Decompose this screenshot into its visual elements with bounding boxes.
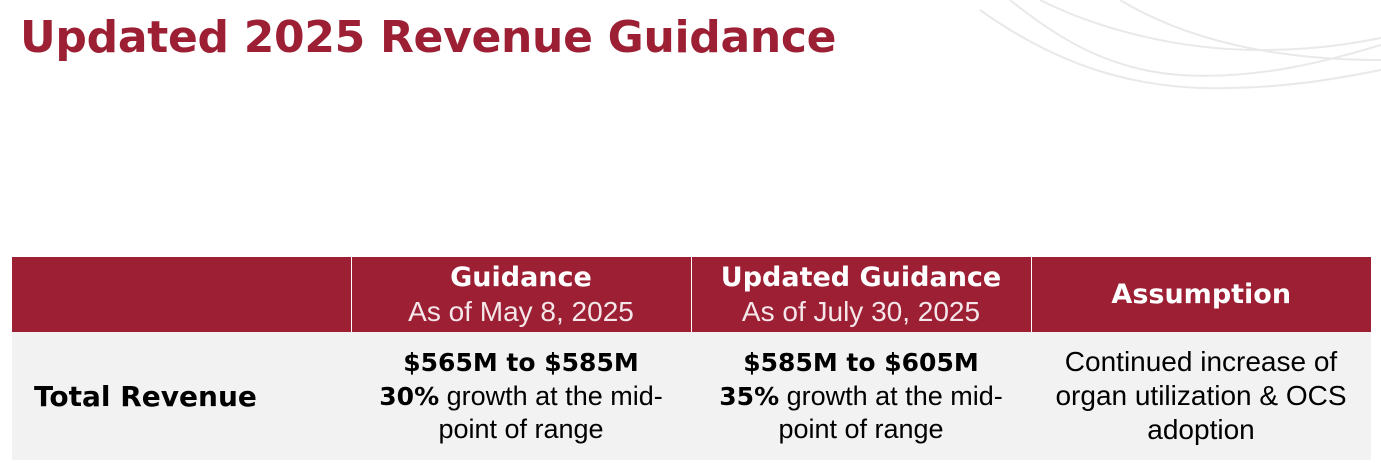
header-updated-guidance-title: Updated Guidance	[720, 261, 1002, 293]
updated-guidance-cell: $585M to $605M 35% growth at the mid-poi…	[691, 332, 1031, 460]
revenue-guidance-table: Guidance As of May 8, 2025 Updated Guida…	[12, 257, 1371, 460]
updated-guidance-growth: 35% growth at the mid-point of range	[699, 380, 1023, 446]
assumption-text: Continued increase of organ utilization …	[1055, 346, 1347, 445]
header-updated-guidance-date: As of July 30, 2025	[741, 295, 981, 327]
header-guidance: Guidance As of May 8, 2025	[350, 257, 691, 332]
table-row: Total Revenue $565M to $585M 30% growth …	[12, 332, 1371, 460]
header-assumption: Assumption	[1030, 257, 1371, 332]
guidance-cell: $565M to $585M 30% growth at the mid-poi…	[351, 332, 691, 460]
guidance-growth-text: growth at the mid-point of range	[438, 381, 663, 444]
updated-guidance-range: $585M to $605M	[743, 348, 979, 377]
guidance-range: $565M to $585M	[403, 348, 639, 377]
page-title: Updated 2025 Revenue Guidance	[20, 12, 837, 63]
updated-guidance-growth-percent: 35%	[719, 382, 780, 411]
assumption-cell: Continued increase of organ utilization …	[1031, 332, 1371, 460]
header-updated-guidance: Updated Guidance As of July 30, 2025	[690, 257, 1031, 332]
header-assumption-title: Assumption	[1111, 278, 1292, 310]
header-blank-cell	[12, 257, 351, 332]
header-guidance-date: As of May 8, 2025	[408, 295, 634, 327]
row-label-total-revenue: Total Revenue	[12, 332, 351, 460]
guidance-growth-percent: 30%	[379, 382, 440, 411]
updated-guidance-growth-text: growth at the mid-point of range	[778, 381, 1003, 444]
header-guidance-title: Guidance	[450, 261, 592, 293]
guidance-growth: 30% growth at the mid-point of range	[359, 380, 683, 446]
table-header-row: Guidance As of May 8, 2025 Updated Guida…	[12, 257, 1371, 332]
